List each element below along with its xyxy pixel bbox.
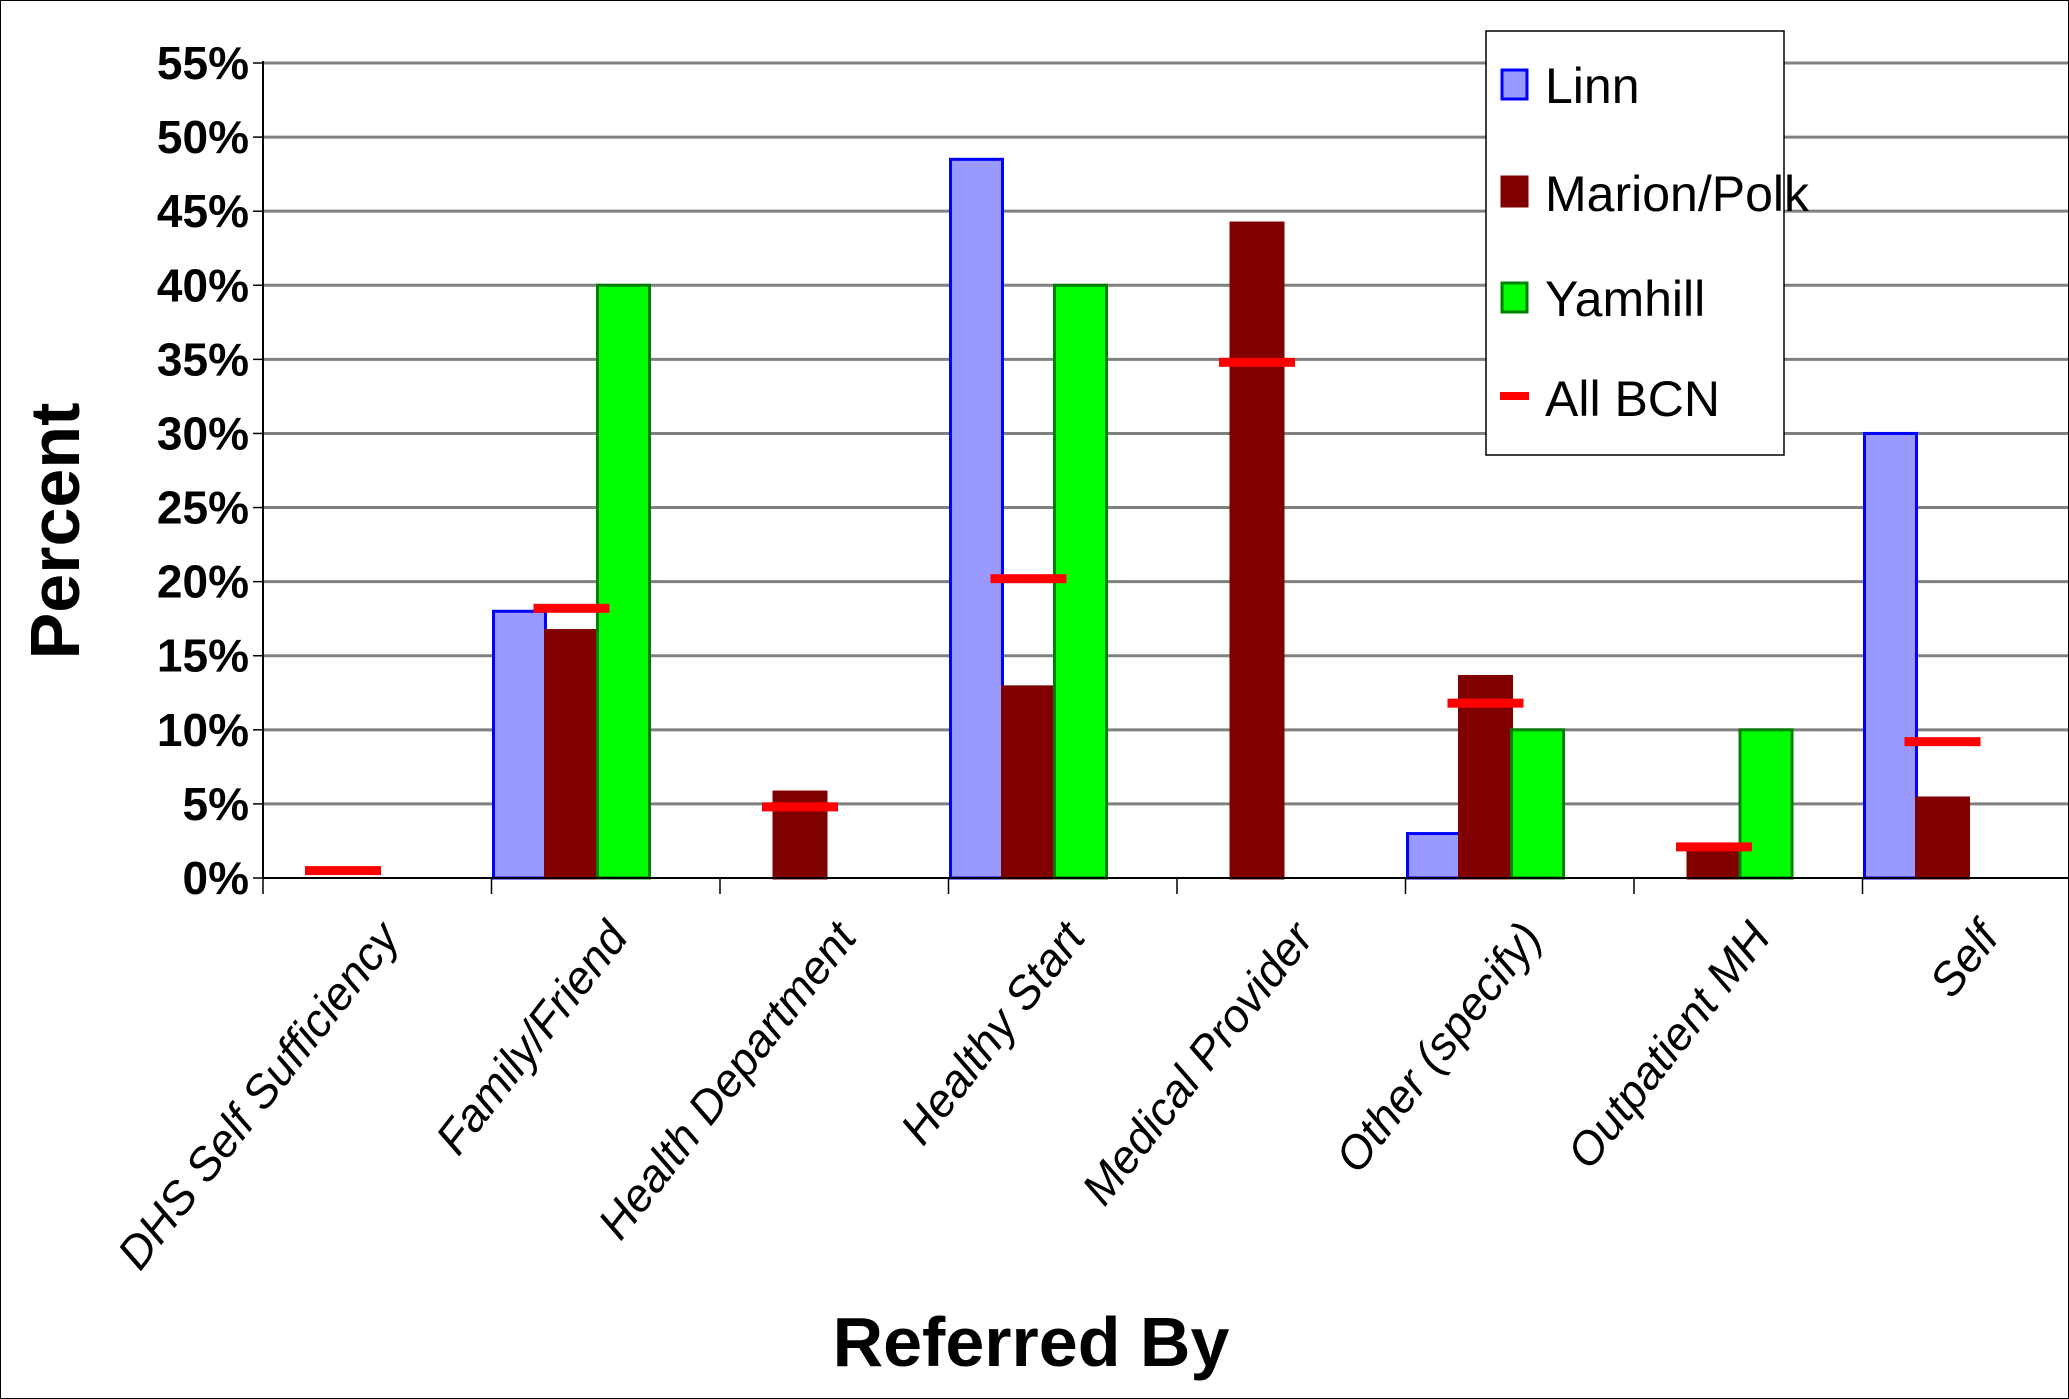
legend-swatch-linn — [1500, 68, 1529, 101]
all-bcn-markers — [305, 357, 1981, 876]
legend-label-yamhill: Yamhill — [1545, 271, 1705, 327]
bar-marion-polk-medical-provider — [1229, 221, 1285, 880]
marker-all-bcn-dhs-self-sufficiency — [305, 866, 381, 876]
marker-all-bcn-healthy-start — [990, 574, 1067, 584]
bars — [492, 157, 1970, 880]
bar-linn-self — [1863, 431, 1918, 880]
x-tick-label-other-specify: Other (specify) — [1325, 912, 1552, 1182]
bar-linn-other-specify — [1406, 832, 1461, 880]
marker-all-bcn-family-friend — [533, 603, 610, 613]
bar-marion-polk-healthy-start — [1001, 685, 1056, 880]
y-tick-label: 50% — [157, 111, 249, 163]
y-tick-label: 40% — [157, 259, 249, 311]
legend-box — [1485, 30, 1785, 456]
legend-swatch-marion-polk — [1500, 175, 1529, 208]
bar-yamhill-family-friend — [596, 283, 651, 880]
x-tick-label-dhs-self-sufficiency: DHS Self Sufficiency — [107, 910, 411, 1279]
y-axis-title: Percent — [16, 403, 94, 660]
y-tick-label: 25% — [157, 482, 249, 534]
x-tick-label-health-department: Health Department — [587, 910, 867, 1248]
y-tick-label: 0% — [183, 852, 249, 904]
legend-label-all-bcn: All BCN — [1545, 371, 1720, 427]
x-axis-title: Referred By — [833, 1303, 1230, 1381]
x-tick-label-self: Self — [1919, 909, 2011, 1007]
y-tick-label: 10% — [157, 704, 249, 756]
legend-label-linn: Linn — [1545, 58, 1640, 114]
x-tick-label-outpatient-mh: Outpatient MH — [1557, 912, 1781, 1178]
marker-all-bcn-other-specify — [1447, 698, 1524, 708]
marker-all-bcn-self — [1904, 737, 1981, 747]
bar-marion-polk-outpatient-mh — [1686, 846, 1742, 880]
bar-linn-healthy-start — [949, 157, 1004, 880]
marker-all-bcn-outpatient-mh — [1676, 842, 1752, 852]
y-tick-label: 15% — [157, 630, 249, 682]
x-tick-label-family-friend: Family/Friend — [425, 911, 638, 1164]
marker-all-bcn-health-department — [762, 802, 838, 812]
legend: Linn Marion/Polk Yamhill All BCN — [1485, 30, 1810, 456]
bar-marion-polk-self — [1915, 796, 1970, 880]
y-tick-label: 55% — [157, 37, 249, 89]
bar-linn-family-friend — [492, 609, 547, 880]
legend-swatch-yamhill — [1500, 281, 1529, 314]
y-tick-label: 45% — [157, 185, 249, 237]
x-tick-label-medical-provider: Medical Provider — [1071, 911, 1324, 1214]
y-tick-label: 30% — [157, 407, 249, 459]
legend-label-marion-polk: Marion/Polk — [1545, 166, 1810, 222]
bar-marion-polk-family-friend — [544, 629, 599, 880]
legend-swatch-all-bcn — [1500, 392, 1529, 400]
bar-yamhill-outpatient-mh — [1738, 728, 1794, 880]
y-tick-label: 5% — [183, 778, 249, 830]
y-tick-label: 35% — [157, 333, 249, 385]
bar-yamhill-other-specify — [1510, 728, 1565, 880]
axes — [253, 61, 2068, 894]
y-tick-label: 20% — [157, 556, 249, 608]
x-tick-label-healthy-start: Healthy Start — [890, 910, 1096, 1153]
marker-all-bcn-medical-provider — [1219, 357, 1295, 367]
